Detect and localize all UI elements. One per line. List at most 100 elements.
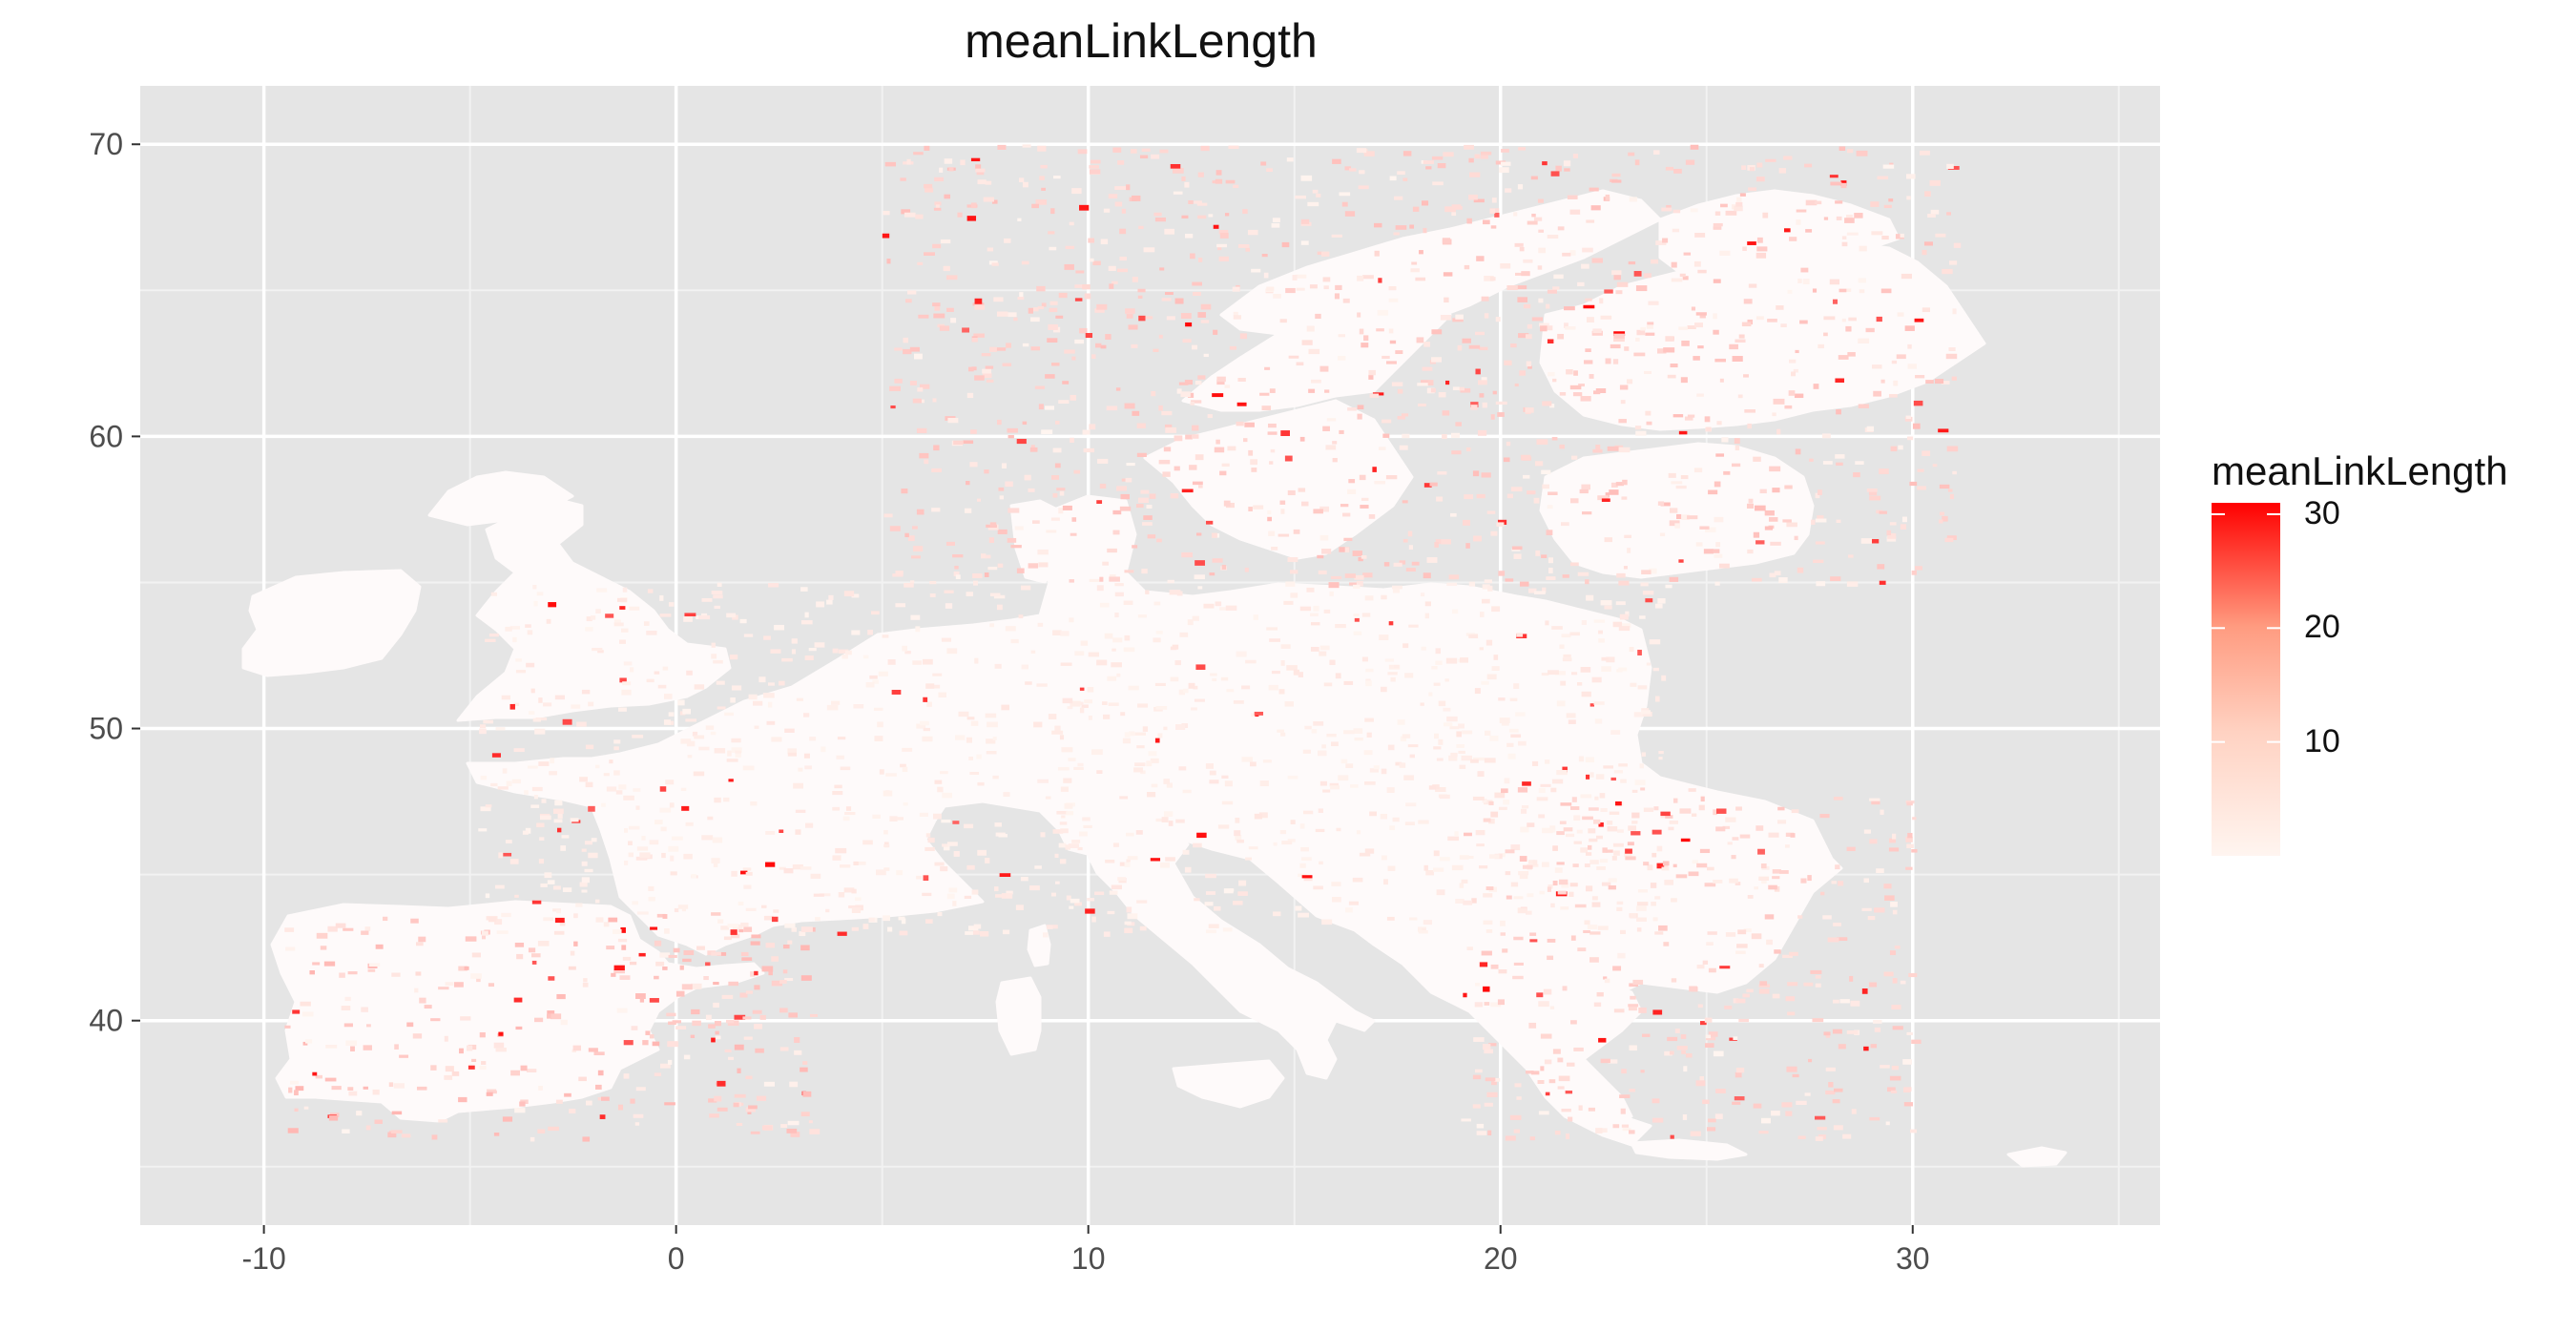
data-cell xyxy=(1423,227,1427,234)
data-cell xyxy=(1592,448,1603,453)
data-cell xyxy=(975,168,986,173)
data-cell xyxy=(1481,950,1492,956)
data-cell xyxy=(1164,424,1173,430)
data-cell xyxy=(1548,884,1553,889)
data-cell xyxy=(1460,657,1468,663)
data-cell xyxy=(1846,214,1853,219)
data-cell xyxy=(1942,515,1948,522)
data-cell xyxy=(1696,393,1704,397)
data-cell xyxy=(1513,212,1518,217)
data-cell xyxy=(1942,268,1953,275)
data-cell xyxy=(1445,657,1458,664)
data-cell xyxy=(1722,825,1731,829)
data-cell xyxy=(1519,856,1527,863)
data-cell xyxy=(1484,1102,1493,1107)
data-cell xyxy=(1317,554,1324,559)
data-cell xyxy=(1006,890,1013,895)
data-cell xyxy=(1018,614,1024,619)
data-cell xyxy=(683,1054,691,1060)
data-cell xyxy=(1554,671,1567,676)
data-cell xyxy=(1010,545,1022,549)
data-cell xyxy=(836,755,844,759)
data-cell xyxy=(1433,746,1442,750)
data-cell xyxy=(1051,363,1060,366)
data-cell xyxy=(720,925,730,930)
data-cell xyxy=(1523,303,1531,309)
data-cell xyxy=(1539,322,1549,327)
data-cell xyxy=(1559,821,1567,824)
data-cell xyxy=(467,1065,475,1070)
data-cell xyxy=(1500,161,1511,166)
data-cell xyxy=(1754,505,1766,511)
data-cell xyxy=(1641,710,1651,715)
data-cell xyxy=(701,597,713,602)
data-cell xyxy=(510,1070,520,1076)
data-cell xyxy=(780,1124,788,1129)
data-cell xyxy=(1195,532,1202,536)
data-cell xyxy=(1800,267,1809,273)
data-cell xyxy=(1402,734,1411,738)
data-cell xyxy=(1802,279,1810,285)
data-cell xyxy=(649,1034,654,1039)
data-cell xyxy=(784,923,796,928)
data-cell xyxy=(794,1037,800,1043)
data-cell xyxy=(993,594,1006,599)
data-cell xyxy=(1695,542,1703,547)
data-cell xyxy=(1174,435,1183,442)
data-cell xyxy=(1074,902,1082,906)
data-cell xyxy=(683,616,693,622)
data-cell xyxy=(1470,405,1478,410)
data-cell xyxy=(1244,422,1255,427)
data-cell xyxy=(768,583,779,588)
data-cell xyxy=(575,903,583,907)
data-cell xyxy=(579,777,588,782)
data-cell xyxy=(1418,403,1426,407)
data-cell xyxy=(1203,603,1215,609)
data-cell xyxy=(1447,836,1460,842)
data-cell xyxy=(1140,489,1150,494)
data-cell xyxy=(1473,1037,1485,1042)
data-cell xyxy=(613,965,625,970)
data-cell xyxy=(1559,444,1565,449)
data-cell xyxy=(1129,731,1135,737)
data-cell xyxy=(1137,295,1143,299)
data-cell xyxy=(1609,811,1620,815)
data-cell xyxy=(1879,510,1887,514)
data-cell xyxy=(862,924,869,929)
data-cell xyxy=(1554,867,1563,873)
data-cell xyxy=(538,859,545,864)
data-cell xyxy=(902,645,908,652)
data-cell xyxy=(1078,831,1088,837)
data-cell xyxy=(1300,240,1309,245)
data-cell xyxy=(1527,365,1532,369)
data-cell xyxy=(1758,964,1764,968)
data-cell xyxy=(1326,418,1337,422)
data-cell xyxy=(735,751,741,758)
data-cell xyxy=(1735,806,1742,811)
data-cell xyxy=(1835,454,1845,459)
data-cell xyxy=(771,980,783,987)
data-cell xyxy=(907,535,915,542)
data-cell xyxy=(1847,352,1856,357)
data-cell xyxy=(1579,489,1589,494)
data-cell xyxy=(1656,863,1665,869)
data-cell xyxy=(987,247,994,252)
data-cell xyxy=(1509,697,1518,701)
data-cell xyxy=(1538,298,1544,303)
data-cell xyxy=(1219,232,1229,239)
data-cell xyxy=(1562,252,1571,257)
data-cell xyxy=(985,180,992,185)
data-cell xyxy=(1660,502,1671,507)
data-cell xyxy=(1251,268,1261,273)
data-cell xyxy=(1178,689,1186,696)
data-cell xyxy=(883,867,890,871)
data-cell xyxy=(515,1026,523,1030)
data-cell xyxy=(1233,700,1244,704)
data-cell xyxy=(1273,842,1278,846)
data-cell xyxy=(1464,494,1473,500)
data-cell xyxy=(1812,288,1818,293)
data-cell xyxy=(1952,470,1957,475)
data-cell xyxy=(1760,863,1767,869)
data-cell xyxy=(1344,211,1356,217)
data-cell xyxy=(1629,1130,1635,1134)
